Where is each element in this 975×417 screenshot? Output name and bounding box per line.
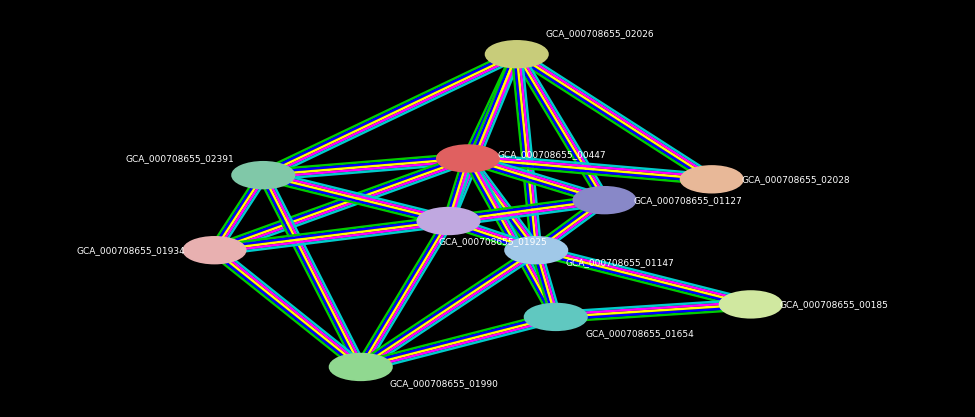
Text: GCA_000708655_01147: GCA_000708655_01147 — [566, 258, 675, 267]
Circle shape — [573, 187, 636, 214]
Circle shape — [505, 237, 567, 264]
Circle shape — [417, 208, 480, 234]
Circle shape — [232, 162, 294, 188]
Circle shape — [183, 237, 246, 264]
Circle shape — [330, 354, 392, 380]
Text: GCA_000708655_00185: GCA_000708655_00185 — [780, 300, 889, 309]
Circle shape — [437, 145, 499, 172]
Text: GCA_000708655_02391: GCA_000708655_02391 — [125, 154, 234, 163]
Text: GCA_000708655_01127: GCA_000708655_01127 — [634, 196, 743, 205]
Text: GCA_000708655_01654: GCA_000708655_01654 — [585, 329, 694, 338]
Text: GCA_000708655_02026: GCA_000708655_02026 — [546, 29, 654, 38]
Circle shape — [681, 166, 743, 193]
Text: GCA_000708655_01990: GCA_000708655_01990 — [390, 379, 499, 388]
Text: GCA_000708655_02028: GCA_000708655_02028 — [741, 175, 849, 184]
Text: GCA_000708655_00447: GCA_000708655_00447 — [497, 150, 605, 159]
Circle shape — [720, 291, 782, 318]
Circle shape — [486, 41, 548, 68]
Text: GCA_000708655_01934: GCA_000708655_01934 — [76, 246, 185, 255]
Text: GCA_000708655_01925: GCA_000708655_01925 — [439, 237, 548, 246]
Circle shape — [525, 304, 587, 330]
